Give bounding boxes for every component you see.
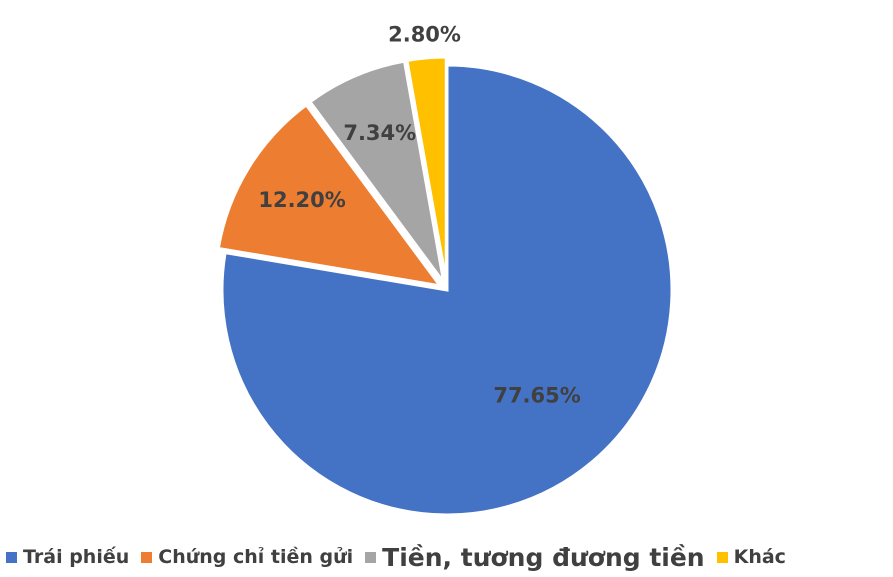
legend-swatch (365, 551, 377, 563)
pie-slice-3 (405, 55, 448, 283)
data-label-0: 77.65% (493, 384, 580, 408)
pie-slice-2 (307, 59, 446, 284)
legend-item-khac: Khác (716, 546, 786, 568)
legend-item-chung-chi-tien-gui: Chứng chỉ tiền gửi (141, 546, 353, 568)
chart-legend: Trái phiếu Chứng chỉ tiền gửi Tiền, tươn… (6, 540, 798, 574)
legend-label: Chứng chỉ tiền gửi (158, 546, 354, 568)
legend-item-trai-phieu: Trái phiếu (6, 546, 129, 568)
data-label-1: 12.20% (258, 188, 345, 212)
pie-slice-1 (216, 102, 444, 288)
legend-label: Khác (733, 546, 786, 568)
data-label-3: 2.80% (388, 22, 461, 46)
legend-swatch (141, 551, 153, 563)
legend-swatch (6, 551, 17, 563)
pie-labels: 77.65% 12.20% 7.34% 2.80% (258, 22, 580, 407)
legend-label: Trái phiếu (23, 546, 130, 568)
legend-label: Tiền, tương đương tiền (382, 542, 705, 572)
legend-swatch (716, 551, 728, 563)
legend-item-tien-tuong-duong-tien: Tiền, tương đương tiền (365, 542, 705, 572)
pie-slice-0 (220, 63, 674, 517)
data-label-2: 7.34% (343, 121, 416, 145)
pie-slices (216, 55, 674, 517)
